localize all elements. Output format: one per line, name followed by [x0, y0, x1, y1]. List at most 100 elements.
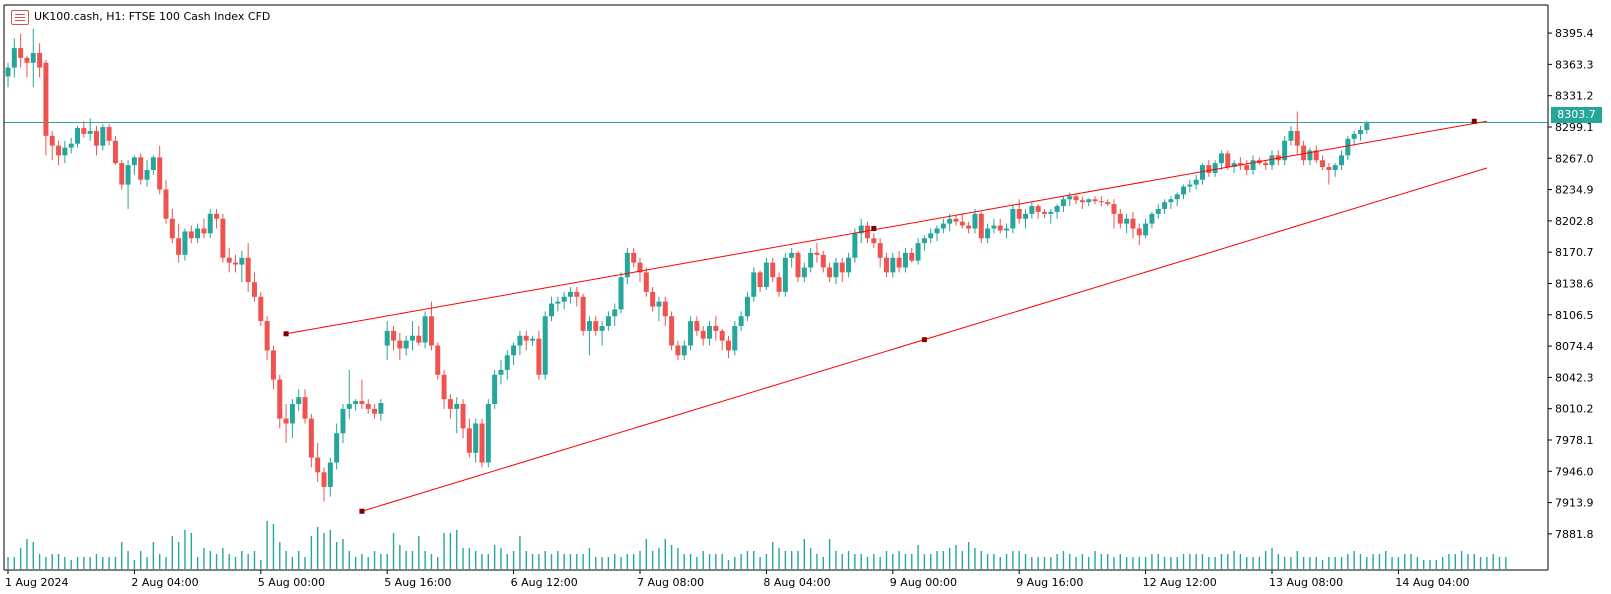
candle: [49, 130, 55, 161]
candle-body: [1345, 138, 1351, 156]
candle: [1041, 208, 1047, 218]
candle: [997, 218, 1003, 234]
chart-title: UK100.cash, H1: FTSE 100 Cash Index CFD: [34, 10, 271, 23]
candle: [985, 223, 991, 244]
candle: [365, 399, 371, 414]
candle-body: [985, 228, 991, 239]
candle-body: [536, 338, 542, 375]
candle-body: [700, 330, 706, 339]
candle: [549, 296, 555, 322]
candle: [485, 399, 491, 468]
candle-body: [1282, 140, 1288, 161]
candle-body: [1168, 199, 1174, 203]
candle-body: [795, 252, 801, 278]
candle: [447, 394, 453, 419]
candle-body: [397, 340, 403, 349]
candle-body: [1288, 130, 1294, 141]
candle-body: [207, 213, 213, 234]
candle: [62, 140, 68, 164]
candle: [820, 250, 826, 273]
candle: [441, 369, 447, 409]
candle: [1143, 218, 1149, 239]
candle: [921, 235, 927, 251]
candle-body: [605, 316, 611, 327]
candle-body: [391, 330, 397, 341]
candle-body: [688, 321, 694, 346]
candle: [466, 418, 472, 458]
price-tick-label: 8395.4: [1555, 27, 1594, 40]
candle-body: [1218, 153, 1224, 164]
candle: [100, 124, 106, 151]
candle: [315, 443, 321, 483]
candle-body: [1193, 179, 1199, 185]
candle-body: [1231, 163, 1237, 168]
candle-body: [530, 338, 536, 341]
candle-body: [1016, 208, 1022, 219]
candle: [574, 286, 580, 307]
candle: [1004, 223, 1010, 239]
candle: [681, 340, 687, 361]
candle: [1250, 155, 1256, 175]
candle-body: [827, 267, 833, 278]
candle-body: [289, 404, 295, 424]
candle-body: [18, 48, 24, 58]
candle-body: [1263, 163, 1269, 166]
candle-body: [1067, 196, 1073, 200]
candle-body: [176, 238, 182, 255]
candle-body: [1364, 123, 1370, 131]
candle: [1117, 208, 1123, 229]
candle: [978, 211, 984, 244]
time-tick-label: 2 Aug 04:00: [131, 576, 198, 589]
trendline-anchor: [921, 337, 927, 343]
candle: [403, 335, 409, 356]
candle-body: [997, 225, 1003, 231]
candle-body: [492, 374, 498, 405]
candle-body: [921, 238, 927, 244]
candle: [233, 254, 239, 273]
price-tick-label: 8202.8: [1555, 215, 1594, 228]
candle-body: [776, 277, 782, 292]
candle-body: [846, 257, 852, 273]
candle-body: [62, 147, 68, 156]
candle-body: [1187, 184, 1193, 187]
candle: [1130, 211, 1136, 239]
candle-body: [713, 326, 719, 331]
trendline-anchor: [871, 225, 877, 231]
candle-body: [567, 291, 573, 297]
candle: [327, 457, 333, 497]
candle: [675, 340, 681, 361]
candle-body: [511, 345, 517, 356]
candle: [1351, 130, 1357, 146]
candle-body: [820, 254, 826, 268]
candle-body: [24, 57, 30, 63]
candle: [846, 252, 852, 278]
candle: [245, 243, 251, 292]
candle: [56, 140, 62, 166]
candle-body: [239, 257, 245, 265]
candle: [1079, 196, 1085, 209]
candle: [68, 137, 74, 154]
candle-body: [738, 316, 744, 327]
price-tick-label: 8299.1: [1555, 121, 1594, 134]
candle-body: [934, 228, 940, 234]
candle-body: [725, 340, 731, 351]
candle: [953, 215, 959, 226]
candle: [258, 291, 264, 327]
candle-body: [403, 340, 409, 349]
candle-body: [43, 62, 49, 136]
candle: [93, 126, 99, 156]
candle: [169, 208, 175, 244]
candle-body: [251, 282, 257, 297]
upper-trendline: [285, 120, 1487, 335]
candle: [1313, 145, 1319, 164]
candle-body: [637, 262, 643, 273]
candle-body: [138, 157, 144, 180]
candle-body: [675, 345, 681, 356]
candle: [277, 374, 283, 429]
candle-body: [1206, 165, 1212, 173]
candle: [1332, 163, 1338, 177]
candle-body: [1054, 206, 1060, 212]
candle: [637, 257, 643, 283]
